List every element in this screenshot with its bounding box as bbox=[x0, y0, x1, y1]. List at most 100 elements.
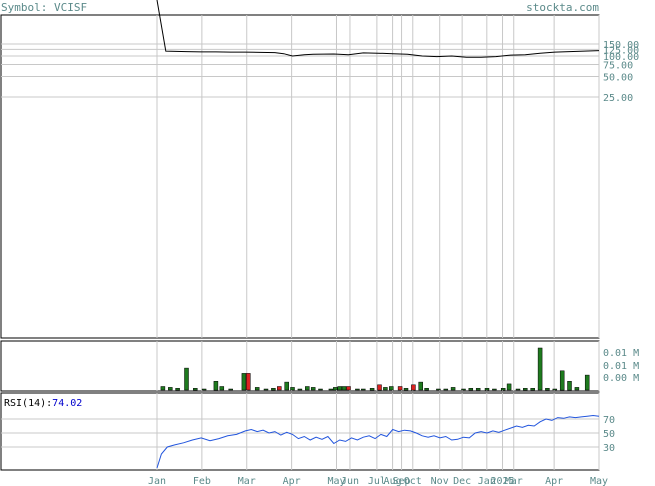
x-tick-label: Jul bbox=[368, 476, 386, 486]
x-tick-label: Jun bbox=[341, 476, 359, 486]
volume-bar bbox=[284, 381, 289, 391]
volume-bar bbox=[361, 388, 366, 391]
volume-bar bbox=[492, 388, 497, 391]
symbol-label: Symbol: VCISF bbox=[1, 1, 87, 14]
rsi-label-text: RSI(14): bbox=[4, 398, 52, 409]
volume-bar bbox=[228, 388, 233, 391]
x-tick-label: Oct bbox=[404, 476, 422, 486]
volume-bar bbox=[241, 373, 247, 391]
volume-bar bbox=[461, 388, 466, 391]
x-tick-label: Aug bbox=[384, 476, 402, 486]
volume-bar bbox=[403, 388, 409, 391]
volume-bar bbox=[277, 386, 282, 391]
x-tick-label: May bbox=[327, 476, 345, 486]
volume-grid bbox=[156, 341, 600, 391]
volume-bar bbox=[468, 388, 474, 391]
volume-bar bbox=[346, 386, 351, 391]
volume-bar bbox=[506, 383, 512, 391]
price-tick-label: 100.00 bbox=[603, 52, 639, 63]
rsi-line bbox=[156, 414, 600, 469]
volume-tick-label: 0.01 M bbox=[603, 348, 639, 359]
volume-bar bbox=[418, 381, 423, 391]
volume-tick-label: 0.00 M bbox=[603, 373, 639, 384]
volume-bar bbox=[328, 388, 334, 391]
volume-bar bbox=[263, 388, 269, 391]
price-series bbox=[156, 0, 600, 58]
x-tick-label: Feb bbox=[193, 476, 211, 486]
volume-bar bbox=[383, 387, 388, 391]
volume-bar bbox=[305, 386, 310, 391]
volume-panel-frame bbox=[0, 340, 600, 392]
volume-bar bbox=[377, 384, 382, 391]
volume-bar bbox=[436, 388, 441, 391]
price-tick-label: 75.00 bbox=[603, 61, 633, 72]
volume-bar bbox=[552, 388, 558, 391]
volume-bar bbox=[355, 388, 360, 391]
volume-bar bbox=[574, 387, 580, 391]
x-tick-label: 2025 bbox=[490, 476, 514, 486]
site-name: stockta.com bbox=[526, 1, 599, 14]
rsi-label: RSI(14):74.02 bbox=[4, 398, 82, 409]
volume-bar bbox=[475, 388, 481, 391]
price-tick-label: 150.00 bbox=[603, 40, 639, 51]
price-tick-label: 50.00 bbox=[603, 72, 633, 83]
volume-bar bbox=[537, 347, 543, 391]
rsi-series bbox=[156, 414, 600, 469]
rsi-tick-label: 30 bbox=[603, 443, 615, 454]
rsi-tick-label: 70 bbox=[603, 415, 615, 426]
rsi-value: 74.02 bbox=[52, 398, 82, 409]
volume-bar bbox=[411, 384, 416, 391]
volume-bar bbox=[530, 388, 535, 391]
rsi-grid bbox=[1, 393, 600, 470]
price-line bbox=[156, 0, 600, 58]
volume-bar bbox=[369, 388, 375, 391]
volume-bar bbox=[193, 388, 198, 391]
x-tick-label: Jan bbox=[148, 476, 166, 486]
volume-bar bbox=[523, 388, 528, 391]
volume-bar bbox=[500, 388, 506, 391]
volume-bar bbox=[424, 388, 429, 391]
price-grid bbox=[1, 15, 600, 338]
volume-bar bbox=[219, 386, 225, 391]
volume-bar bbox=[567, 381, 572, 391]
volume-bar bbox=[201, 388, 207, 391]
price-panel-frame bbox=[0, 14, 600, 339]
price-tick-label: 125.00 bbox=[603, 45, 639, 56]
volume-bars bbox=[160, 347, 590, 391]
x-tick-label: Apr bbox=[283, 476, 301, 486]
volume-bar bbox=[168, 387, 173, 391]
x-tick-label: Sep bbox=[393, 476, 411, 486]
volume-bar bbox=[389, 386, 394, 391]
volume-bar bbox=[310, 387, 316, 391]
rsi-panel: 70 50 30 RSI(14):74.02 bbox=[0, 392, 615, 471]
volume-bar bbox=[160, 386, 166, 391]
volume-bar bbox=[254, 387, 260, 391]
rsi-tick-label: 50 bbox=[603, 429, 615, 440]
rsi-y-ticks: 70 50 30 bbox=[603, 415, 615, 454]
x-tick-label: Dec bbox=[453, 476, 471, 486]
volume-bar bbox=[175, 388, 180, 391]
volume-y-ticks: 0.01 M0.01 M0.00 M bbox=[603, 348, 639, 384]
volume-bar bbox=[213, 381, 219, 391]
volume-bar bbox=[297, 388, 303, 391]
volume-bar bbox=[318, 388, 323, 391]
x-tick-label: Jan bbox=[478, 476, 496, 486]
volume-bar bbox=[271, 388, 276, 391]
volume-bar bbox=[290, 387, 295, 391]
volume-tick-label: 0.01 M bbox=[603, 361, 639, 372]
volume-bar bbox=[246, 373, 251, 391]
volume-bar bbox=[584, 374, 590, 391]
volume-bar bbox=[559, 370, 565, 391]
volume-panel: 0.01 M0.01 M0.00 M bbox=[0, 340, 639, 392]
volume-bar bbox=[397, 386, 403, 391]
volume-bar bbox=[443, 388, 449, 391]
volume-bar bbox=[515, 388, 521, 391]
volume-bar bbox=[450, 387, 456, 391]
volume-bar bbox=[184, 367, 189, 391]
volume-bar bbox=[341, 386, 347, 391]
volume-bar bbox=[333, 387, 338, 391]
